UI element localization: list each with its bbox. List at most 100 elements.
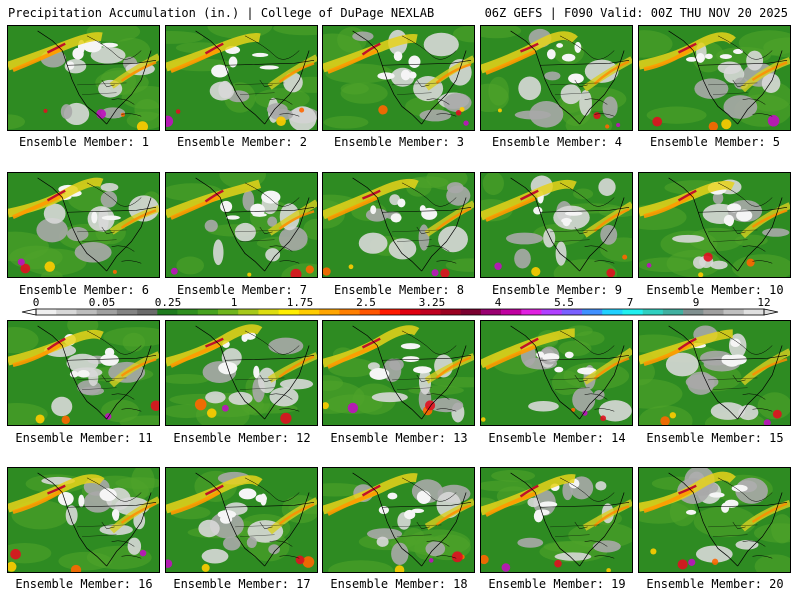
ensemble-member-map bbox=[480, 25, 633, 131]
colorbar-swatch bbox=[319, 309, 340, 315]
colorbar-swatch bbox=[642, 309, 664, 315]
colorbar-swatch bbox=[96, 309, 118, 315]
precipitation-map bbox=[639, 26, 790, 130]
precipitation-map bbox=[639, 321, 790, 425]
ensemble-member-label: Ensemble Member: 8 bbox=[333, 283, 465, 297]
ensemble-member-map bbox=[322, 25, 475, 131]
ensemble-member-label: Ensemble Member: 9 bbox=[491, 283, 623, 297]
colorbar-swatch bbox=[137, 309, 158, 315]
precipitation-map bbox=[8, 26, 159, 130]
colorbar-swatch bbox=[56, 309, 77, 315]
ensemble-member-label: Ensemble Member: 4 bbox=[491, 135, 623, 149]
ensemble-member-map bbox=[638, 172, 791, 278]
precipitation-map bbox=[323, 173, 474, 277]
precipitation-map bbox=[481, 321, 632, 425]
colorbar-swatch bbox=[420, 309, 441, 315]
colorbar-swatch bbox=[258, 309, 279, 315]
colorbar-tick-label: 4 bbox=[494, 296, 502, 309]
colorbar-graphic bbox=[21, 308, 779, 316]
precipitation-map bbox=[8, 468, 159, 572]
colorbar-swatch bbox=[339, 309, 360, 315]
precipitation-map bbox=[166, 321, 317, 425]
precipitation-map bbox=[481, 26, 632, 130]
colorbar-swatch bbox=[561, 309, 583, 315]
colorbar-swatch bbox=[582, 309, 603, 315]
colorbar-swatch bbox=[278, 309, 300, 315]
colorbar-swatch bbox=[440, 309, 461, 315]
colorbar-swatch bbox=[36, 309, 57, 315]
ensemble-member-map bbox=[322, 467, 475, 573]
ensemble-member-map bbox=[322, 172, 475, 278]
colorbar-swatch bbox=[602, 309, 623, 315]
precipitation-map bbox=[323, 468, 474, 572]
ensemble-member-label: Ensemble Member: 6 bbox=[18, 283, 150, 297]
run-info: 06Z GEFS | F090 Valid: 00Z THU NOV 20 20… bbox=[484, 6, 788, 20]
colorbar-swatch bbox=[622, 309, 643, 315]
ensemble-member-map bbox=[7, 467, 160, 573]
colorbar-swatch bbox=[379, 309, 401, 315]
ensemble-member-map bbox=[480, 467, 633, 573]
ensemble-member-map bbox=[165, 25, 318, 131]
precipitation-map bbox=[8, 173, 159, 277]
colorbar-swatch bbox=[723, 309, 745, 315]
colorbar-swatch bbox=[662, 309, 684, 315]
ensemble-member-label: Ensemble Member: 7 bbox=[176, 283, 308, 297]
colorbar-swatch bbox=[116, 309, 138, 315]
precipitation-map bbox=[323, 26, 474, 130]
colorbar-swatch bbox=[683, 309, 704, 315]
colorbar-swatch bbox=[76, 309, 97, 315]
precipitation-map bbox=[166, 173, 317, 277]
ensemble-member-map bbox=[480, 320, 633, 426]
ensemble-member-map bbox=[322, 320, 475, 426]
colorbar-tick-label: 9 bbox=[692, 296, 700, 309]
ensemble-member-map bbox=[7, 320, 160, 426]
ensemble-member-label: Ensemble Member: 11 bbox=[15, 431, 153, 445]
precipitation-map bbox=[8, 321, 159, 425]
precipitation-map bbox=[639, 468, 790, 572]
colorbar-swatch bbox=[480, 309, 502, 315]
colorbar-swatch bbox=[541, 309, 563, 315]
ensemble-member-map bbox=[638, 320, 791, 426]
colorbar-tick-label: 0.05 bbox=[88, 296, 116, 309]
colorbar-swatch bbox=[238, 309, 259, 315]
ensemble-member-map bbox=[7, 172, 160, 278]
ensemble-member-label: Ensemble Member: 10 bbox=[646, 283, 784, 297]
colorbar-left-arrow bbox=[21, 308, 37, 316]
ensemble-member-label: Ensemble Member: 20 bbox=[646, 577, 784, 591]
ensemble-member-map bbox=[165, 172, 318, 278]
ensemble-member-label: Ensemble Member: 17 bbox=[173, 577, 311, 591]
colorbar-tick-label: 5.5 bbox=[554, 296, 574, 309]
ensemble-member-label: Ensemble Member: 5 bbox=[649, 135, 781, 149]
ensemble-member-map bbox=[480, 172, 633, 278]
product-title: Precipitation Accumulation (in.) | Colle… bbox=[8, 6, 435, 20]
ensemble-member-map bbox=[165, 467, 318, 573]
colorbar-tick-label: 1 bbox=[230, 296, 238, 309]
colorbar-swatch bbox=[157, 309, 178, 315]
colorbar-swatch bbox=[400, 309, 421, 315]
ensemble-member-label: Ensemble Member: 14 bbox=[488, 431, 626, 445]
ensemble-member-map bbox=[165, 320, 318, 426]
ensemble-member-label: Ensemble Member: 13 bbox=[330, 431, 468, 445]
colorbar-tick-label: 7 bbox=[626, 296, 634, 309]
precipitation-map bbox=[481, 173, 632, 277]
ensemble-member-label: Ensemble Member: 12 bbox=[173, 431, 311, 445]
colorbar-swatch bbox=[521, 309, 542, 315]
colorbar-tick-label: 2.5 bbox=[356, 296, 376, 309]
colorbar-swatch bbox=[501, 309, 522, 315]
colorbar-swatch bbox=[177, 309, 199, 315]
colorbar-right-arrow bbox=[763, 308, 779, 316]
ensemble-member-map bbox=[7, 25, 160, 131]
colorbar-swatch bbox=[218, 309, 239, 315]
ensemble-member-label: Ensemble Member: 19 bbox=[488, 577, 626, 591]
ensemble-member-label: Ensemble Member: 1 bbox=[18, 135, 150, 149]
precipitation-map bbox=[481, 468, 632, 572]
precipitation-colorbar bbox=[0, 296, 800, 318]
colorbar-swatch bbox=[743, 309, 765, 315]
colorbar-tick-label: 3.25 bbox=[418, 296, 446, 309]
colorbar-swatch bbox=[703, 309, 724, 315]
ensemble-member-label: Ensemble Member: 15 bbox=[646, 431, 784, 445]
colorbar-tick-label: 0 bbox=[32, 296, 40, 309]
colorbar-tick-label: 0.25 bbox=[154, 296, 182, 309]
colorbar-swatch bbox=[359, 309, 381, 315]
ensemble-member-map bbox=[638, 25, 791, 131]
